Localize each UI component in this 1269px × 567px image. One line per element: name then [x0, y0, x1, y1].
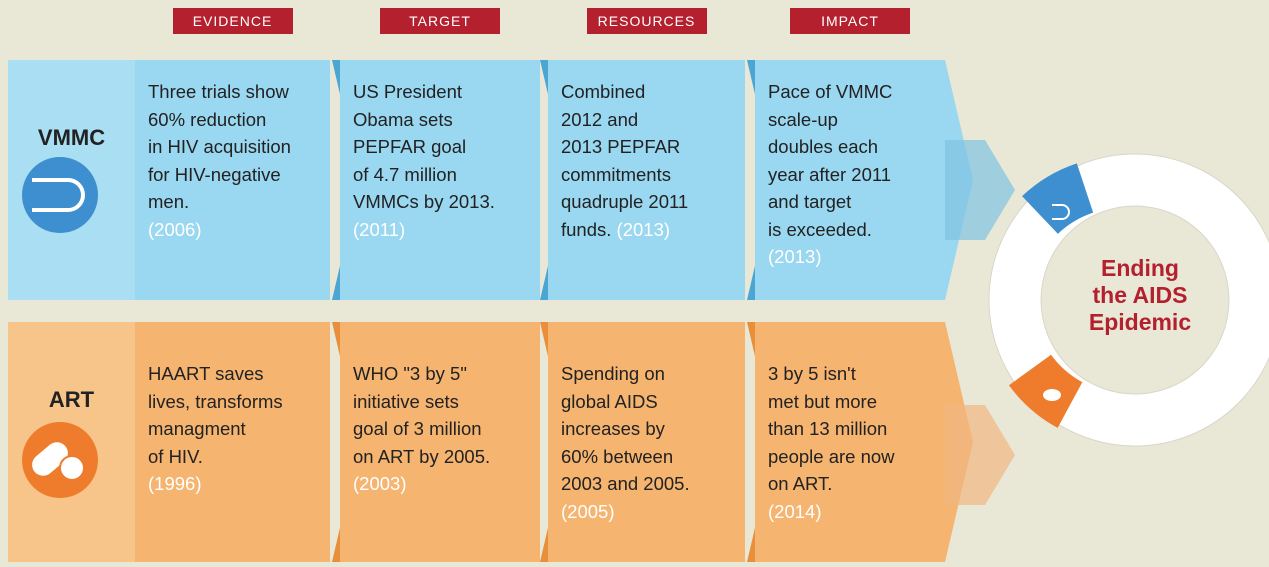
- vmmc-piece: [1022, 163, 1095, 235]
- text-line: met but more: [768, 390, 877, 412]
- text-line: than 13 million: [768, 418, 888, 439]
- arrow: [945, 405, 1015, 505]
- text-line: men.: [148, 191, 190, 212]
- text-line: is exceeded.: [768, 218, 872, 240]
- goal-title: Ending the AIDS Epidemic: [1060, 255, 1220, 336]
- text-line: VMMCs by 2013.: [353, 191, 495, 212]
- text-line: lives, transforms: [148, 390, 283, 412]
- text-line: US President: [353, 81, 462, 102]
- text-line: initiative sets: [353, 390, 459, 412]
- vmmc-icon-shape: [32, 178, 85, 212]
- row-label: ART: [48, 387, 95, 412]
- text-line: of HIV.: [148, 445, 203, 467]
- step-text: Pace of VMMC scale-up doubles each year aft…: [768, 78, 892, 271]
- row-label: VMMC: [37, 125, 106, 150]
- year: (2011): [353, 218, 406, 240]
- text-line: HAART saves: [148, 363, 264, 384]
- column-header: TARGET: [380, 8, 500, 34]
- arrow: [945, 140, 1015, 240]
- goal-line: the AIDS: [1092, 282, 1188, 308]
- text-line: increases by: [561, 418, 665, 439]
- step-text: Combined 2012 and 2013 PEPFAR commitments qu…: [561, 78, 688, 243]
- step-box: [340, 322, 540, 562]
- text-line: 60% reduction: [148, 108, 267, 130]
- text-line: PEPFAR goal: [353, 136, 467, 157]
- year: (2014): [768, 500, 822, 522]
- step-text: HAART saves lives, transforms managment of …: [148, 360, 283, 498]
- column-header: RESOURCES: [586, 8, 707, 34]
- text-line: 60% between: [561, 445, 674, 467]
- text-line: in HIV acquisition: [148, 136, 291, 157]
- text-line: year after 2011: [768, 163, 892, 185]
- step-text: Three trials show 60% reduction in HIV acq…: [148, 78, 291, 243]
- icon: [1043, 389, 1061, 401]
- year: (2005): [561, 500, 615, 522]
- step-box: [755, 322, 945, 562]
- text-line: Combined: [561, 81, 646, 102]
- text-line: for HIV-negative: [148, 163, 281, 185]
- text-line: Spending on: [561, 363, 665, 384]
- column-header: IMPACT: [790, 8, 910, 34]
- text-line: 2013 PEPFAR: [561, 136, 681, 157]
- text-line: goal of 3 million: [353, 418, 482, 439]
- step-box: [340, 60, 540, 300]
- text-line: WHO "3 by 5": [353, 363, 467, 384]
- year: (2003): [353, 473, 407, 494]
- text-line: on ART by 2005.: [353, 445, 491, 467]
- art-icon-pill: [32, 442, 68, 476]
- icon: [1052, 204, 1070, 220]
- text-line: 2003 and 2005.: [561, 473, 690, 494]
- ring-edge: [988, 153, 1269, 447]
- step-text: 3 by 5 isn't met but more than 13 million p…: [768, 360, 895, 525]
- ring: [989, 154, 1269, 446]
- step-box: [135, 60, 330, 300]
- text-line: and target: [768, 191, 852, 212]
- text-line: doubles each: [768, 136, 879, 157]
- goal-line: Ending: [1101, 255, 1179, 281]
- step-text: US President Obama sets PEPFAR goal of 4.7 …: [353, 78, 495, 243]
- text-line: commitments: [561, 163, 671, 185]
- text-line: of 4.7 million: [353, 163, 457, 185]
- text-line: 2012 and: [561, 108, 639, 130]
- text-line: scale-up: [768, 108, 838, 130]
- art-icon-tablet: [59, 455, 85, 481]
- year: (1996): [148, 473, 202, 494]
- text-line: Pace of VMMC: [768, 81, 893, 102]
- year: (2013): [616, 218, 671, 240]
- step-box: [755, 60, 945, 300]
- step-box: [548, 322, 745, 562]
- text-line: Obama sets: [353, 108, 453, 130]
- year: (2006): [148, 218, 202, 240]
- year: (2013): [768, 246, 822, 267]
- text-line: people are now: [768, 445, 895, 467]
- text-line: managment: [148, 418, 246, 439]
- goal-line: Epidemic: [1088, 309, 1192, 335]
- text-line: on ART.: [768, 473, 833, 494]
- column-header: EVIDENCE: [172, 8, 293, 34]
- step-text: Spending on global AIDS increases by 60% be…: [561, 360, 690, 525]
- text-line: Three trials show: [148, 81, 289, 102]
- vmmc-icon: [22, 157, 98, 233]
- step-box: [135, 322, 330, 562]
- text-line: global AIDS: [561, 390, 658, 412]
- ring-edge: [1040, 205, 1230, 395]
- step-box: [548, 60, 745, 300]
- step-text: WHO "3 by 5" initiative sets goal of 3 mil…: [353, 360, 490, 498]
- text-line: quadruple 2011: [561, 191, 689, 212]
- text-line: 3 by 5 isn't: [768, 363, 856, 384]
- text-line: funds. (2013): [561, 218, 671, 240]
